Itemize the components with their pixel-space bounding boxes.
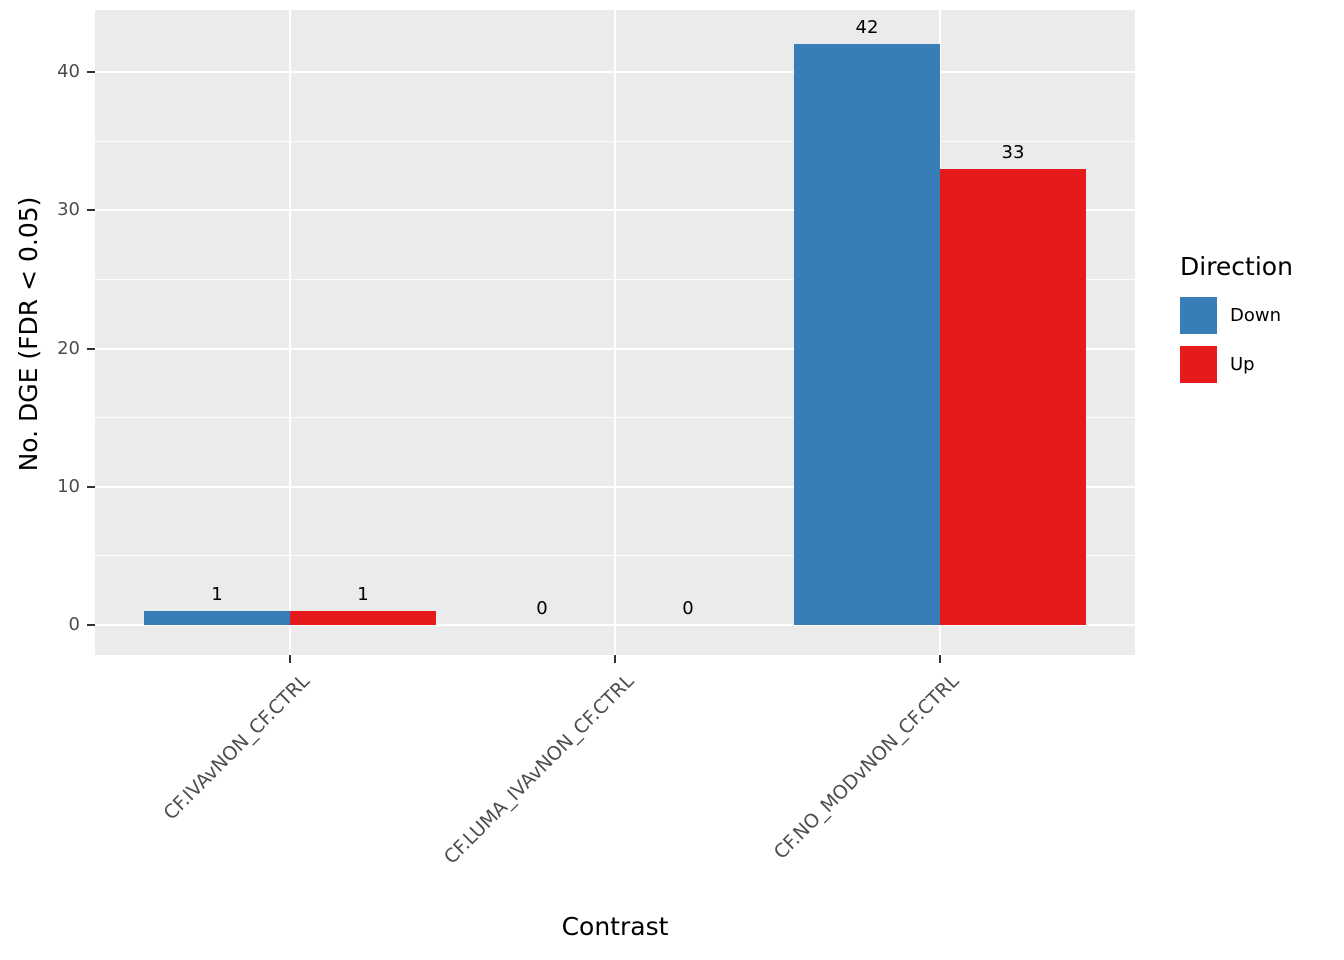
y-tick-mark [87, 347, 95, 350]
y-axis-title: No. DGE (FDR < 0.05) [14, 196, 43, 472]
gridline-vertical [614, 10, 616, 655]
legend-title: Direction [1180, 252, 1293, 281]
x-tick-label: CF.NO_MODvNON_CF.CTRL [769, 670, 964, 864]
bar-value-label: 1 [357, 584, 369, 606]
y-tick-label: 0 [68, 614, 80, 635]
plot-panel: 1 0 42 1 0 33 [95, 10, 1135, 655]
y-tick-label: 10 [57, 475, 80, 497]
bar-up [940, 168, 1086, 625]
legend-item-up: Up [1180, 346, 1293, 383]
x-tick-label: CF.IVAvNON_CF.CTRL [159, 670, 314, 825]
legend-key-swatch [1180, 297, 1217, 334]
y-tick-mark [87, 485, 95, 488]
legend: Direction Down Up [1180, 252, 1293, 395]
x-tick-mark [614, 655, 616, 663]
bar-value-label: 0 [682, 598, 694, 619]
x-tick-mark [289, 655, 291, 663]
legend-item-label: Down [1230, 305, 1282, 326]
gridline-vertical [289, 10, 291, 655]
bar-value-label: 0 [536, 598, 548, 619]
x-axis-title: Contrast [561, 912, 669, 941]
legend-item-down: Down [1180, 297, 1293, 334]
y-tick-mark [87, 71, 95, 73]
bar-value-label: 1 [211, 584, 223, 606]
bar-value-label: 42 [855, 17, 879, 39]
bar-down [794, 44, 940, 625]
x-tick-mark [939, 655, 941, 663]
y-tick-mark [87, 209, 95, 212]
x-tick-label: CF.LUMA_IVAvNON_CF.CTRL [439, 670, 639, 869]
legend-key-swatch [1180, 346, 1217, 383]
y-tick-label: 20 [57, 337, 80, 359]
legend-items: Down Up [1180, 297, 1293, 383]
y-tick-label: 30 [57, 199, 80, 221]
legend-item-label: Up [1230, 354, 1255, 375]
bar-up [290, 611, 436, 625]
bar-value-label: 33 [1001, 141, 1025, 163]
y-tick-label: 40 [57, 61, 80, 82]
y-tick-mark [87, 624, 95, 626]
bar-down [144, 611, 290, 625]
